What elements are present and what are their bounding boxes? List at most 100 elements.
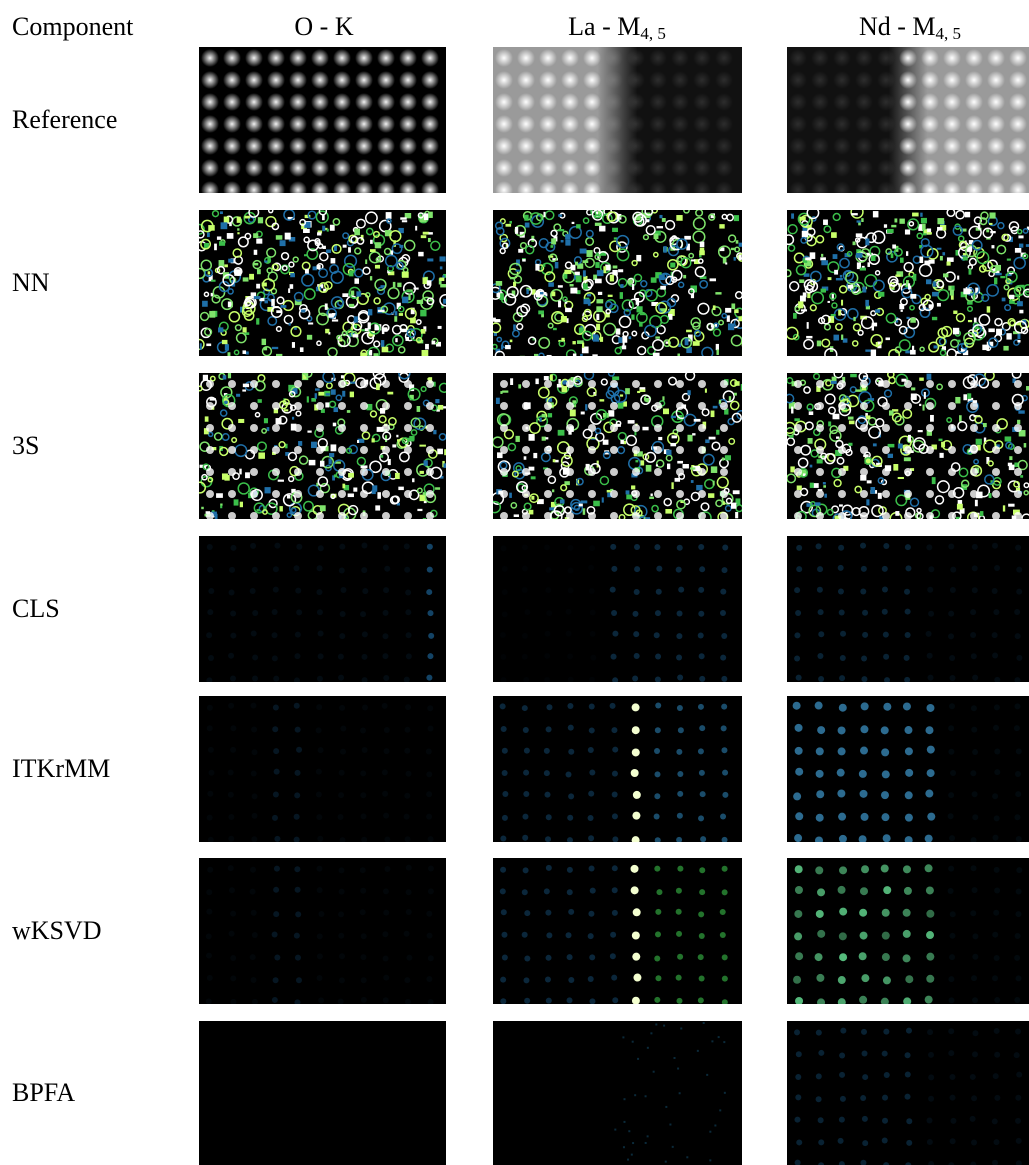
pixel-blob bbox=[901, 310, 903, 312]
pixel-blob bbox=[957, 504, 963, 510]
pixel-blob bbox=[926, 931, 934, 939]
pixel-blob bbox=[423, 518, 426, 519]
pixel-blob bbox=[972, 1051, 978, 1057]
pixel-blob bbox=[439, 256, 445, 261]
pixel-blob bbox=[582, 343, 584, 348]
pixel-blob bbox=[965, 159, 983, 177]
pixel-blob bbox=[950, 675, 956, 681]
pixel-blob bbox=[699, 566, 705, 572]
pixel-blob bbox=[316, 402, 324, 410]
pixel-blob bbox=[522, 402, 530, 410]
pixel-blob bbox=[267, 159, 285, 177]
pixel-blob bbox=[206, 424, 214, 432]
pixel-blob bbox=[555, 262, 559, 268]
pixel-blob bbox=[1016, 589, 1022, 595]
pixel-blob bbox=[234, 499, 239, 505]
pixel-blob bbox=[386, 212, 392, 219]
pixel-blob bbox=[303, 229, 310, 233]
pixel-blob bbox=[252, 932, 258, 938]
pixel-blob bbox=[806, 336, 812, 338]
pixel-blob bbox=[502, 748, 508, 754]
pixel-blob bbox=[905, 1072, 911, 1078]
pixel-blob bbox=[378, 310, 385, 312]
pixel-blob bbox=[404, 931, 410, 937]
pixel-blob bbox=[965, 137, 983, 155]
pixel-blob bbox=[720, 380, 728, 388]
pixel-blob bbox=[524, 748, 530, 754]
pixel-blob bbox=[384, 566, 390, 572]
pixel-blob bbox=[994, 867, 1000, 873]
pixel-blob bbox=[654, 748, 660, 754]
pixel-blob bbox=[382, 490, 390, 498]
pixel-blob bbox=[505, 345, 511, 349]
pixel bbox=[623, 1146, 625, 1148]
row-label: NN bbox=[12, 268, 50, 298]
pixel-blob bbox=[251, 770, 257, 776]
pixel-blob bbox=[631, 769, 639, 777]
pixel-blob bbox=[561, 137, 579, 155]
pixel-blob bbox=[970, 609, 976, 615]
pixel-blob bbox=[840, 1096, 846, 1102]
pixel-blob bbox=[589, 954, 595, 960]
pixel-blob bbox=[382, 380, 390, 388]
pixel-blob bbox=[228, 490, 236, 498]
pixel-blob bbox=[676, 380, 684, 388]
pixel-blob bbox=[872, 323, 877, 327]
pixel-blob bbox=[428, 888, 434, 894]
pixel-blob bbox=[404, 402, 412, 410]
pixel-blob bbox=[992, 975, 998, 981]
pixel-blob bbox=[883, 1029, 889, 1035]
row-label: wKSVD bbox=[12, 916, 102, 946]
pixel-blob bbox=[987, 306, 990, 312]
pixel-blob bbox=[353, 334, 359, 337]
pixel-blob bbox=[522, 814, 528, 820]
pixel-blob bbox=[229, 567, 235, 573]
pixel-blob bbox=[1003, 346, 1008, 351]
pixel-blob bbox=[588, 815, 594, 821]
pixel-blob bbox=[815, 502, 821, 505]
pixel-blob bbox=[517, 115, 535, 133]
pixel-blob bbox=[631, 865, 639, 873]
pixel-blob bbox=[539, 93, 557, 111]
pixel-blob bbox=[320, 461, 324, 467]
pixel-blob bbox=[426, 814, 432, 820]
pixel-blob bbox=[339, 889, 345, 895]
pixel-blob bbox=[375, 242, 381, 248]
pixel-blob bbox=[612, 865, 618, 871]
pixel-blob bbox=[428, 836, 434, 842]
pixel-blob bbox=[970, 1116, 976, 1122]
pixel-blob bbox=[949, 703, 955, 709]
pixel bbox=[645, 1142, 647, 1144]
pixel-blob bbox=[860, 424, 868, 432]
pixel-blob bbox=[789, 159, 807, 177]
pixel-blob bbox=[361, 813, 367, 819]
pixel-blob bbox=[207, 975, 213, 981]
pixel-blob bbox=[655, 703, 661, 709]
pixel-blob bbox=[428, 633, 434, 639]
pixel-blob bbox=[224, 217, 229, 223]
pixel-blob bbox=[833, 335, 839, 341]
pixel-blob bbox=[264, 300, 267, 303]
pixel-blob bbox=[994, 769, 1000, 775]
pixel-blob bbox=[1014, 703, 1020, 709]
pixel-blob bbox=[1014, 380, 1022, 388]
pixel-blob bbox=[406, 771, 412, 777]
pixel-blob bbox=[500, 424, 508, 432]
pixel-blob bbox=[722, 792, 728, 798]
pixel-blob bbox=[899, 115, 917, 133]
pixel-blob bbox=[560, 499, 565, 503]
pixel-blob bbox=[589, 865, 595, 871]
pixel-blob bbox=[509, 221, 511, 224]
pixel-blob bbox=[360, 954, 366, 960]
pixel-blob bbox=[725, 455, 731, 460]
pixel-blob bbox=[558, 214, 562, 216]
pixel-blob bbox=[950, 1138, 956, 1144]
pixel-blob bbox=[934, 345, 938, 348]
pixel-blob bbox=[317, 953, 323, 959]
pixel-blob bbox=[838, 886, 846, 894]
pixel-blob bbox=[919, 378, 924, 381]
pixel-blob bbox=[522, 835, 528, 841]
pixel-blob bbox=[1017, 340, 1020, 343]
map-image bbox=[787, 373, 1029, 519]
pixel-blob bbox=[382, 769, 388, 775]
